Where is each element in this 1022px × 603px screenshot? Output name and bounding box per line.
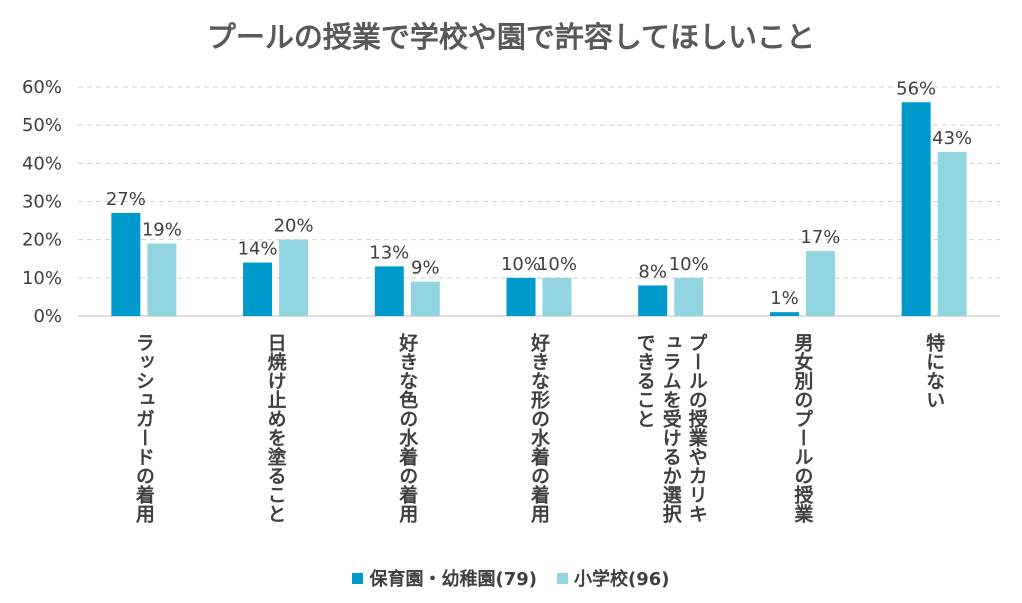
category-label: 日焼け止めを塗ること bbox=[264, 333, 287, 523]
legend: 保育園・幼稚園(79) 小学校(96) bbox=[0, 565, 1022, 591]
bar bbox=[674, 277, 704, 316]
legend-item: 保育園・幼稚園(79) bbox=[352, 565, 537, 591]
bar bbox=[937, 151, 967, 316]
legend-swatch bbox=[557, 572, 568, 584]
data-label: 43% bbox=[932, 128, 972, 149]
category-label: 好きな形の水着の着用 bbox=[528, 333, 550, 523]
data-label: 56% bbox=[896, 78, 936, 99]
y-tick-label: 10% bbox=[22, 268, 62, 289]
bar bbox=[638, 285, 668, 316]
bar bbox=[279, 239, 309, 316]
data-label: 17% bbox=[800, 227, 840, 248]
category-label: 男女別のプールの授業 bbox=[791, 333, 814, 523]
chart-title: プールの授業で学校や園で許容してほしいこと bbox=[206, 20, 816, 54]
y-tick-label: 40% bbox=[22, 153, 62, 174]
bar bbox=[111, 212, 141, 316]
legend-item: 小学校(96) bbox=[557, 565, 670, 591]
legend-label: 保育園・幼稚園(79) bbox=[369, 569, 537, 590]
bar bbox=[901, 102, 931, 317]
category-label: 好きな色の水着の着用 bbox=[396, 333, 419, 523]
data-label: 20% bbox=[274, 216, 314, 237]
y-tick-label: 20% bbox=[22, 230, 62, 251]
y-tick-label: 60% bbox=[22, 77, 62, 98]
bar bbox=[542, 277, 572, 316]
data-label: 10% bbox=[501, 254, 541, 275]
data-label: 13% bbox=[369, 242, 409, 263]
legend-swatch bbox=[352, 572, 364, 584]
category-label: ラッシュガードの着用 bbox=[132, 333, 155, 523]
data-label: 14% bbox=[238, 239, 278, 260]
bar bbox=[805, 251, 835, 316]
data-label: 10% bbox=[537, 254, 577, 275]
bar bbox=[410, 281, 440, 316]
bar bbox=[769, 312, 799, 316]
data-label: 1% bbox=[770, 288, 799, 309]
category-label: 特にない bbox=[923, 333, 946, 409]
category-label: プールの授業やカリキュラムを受けるか選択できること bbox=[633, 333, 708, 523]
data-label: 8% bbox=[638, 261, 667, 282]
legend-label: 小学校(96) bbox=[574, 569, 670, 590]
y-tick-label: 50% bbox=[22, 115, 62, 136]
data-label: 19% bbox=[142, 219, 182, 240]
data-label: 27% bbox=[106, 189, 146, 210]
bar bbox=[243, 262, 273, 316]
data-label: 9% bbox=[411, 258, 440, 279]
bar bbox=[506, 277, 536, 316]
data-label: 10% bbox=[669, 254, 709, 275]
bar bbox=[374, 266, 404, 316]
y-tick-label: 0% bbox=[33, 306, 62, 327]
bar bbox=[147, 243, 177, 316]
y-tick-label: 30% bbox=[22, 192, 62, 213]
